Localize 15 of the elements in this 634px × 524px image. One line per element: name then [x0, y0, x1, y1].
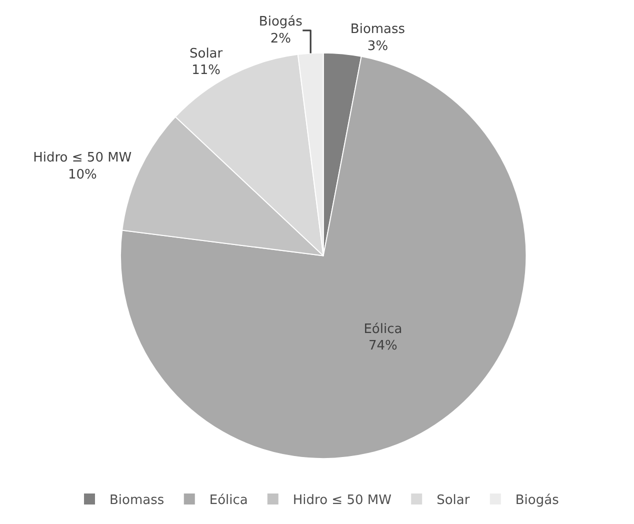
legend-label: Eólica	[209, 493, 248, 508]
data-label: 2%	[270, 31, 291, 46]
slice-label: Solar	[189, 46, 224, 62]
data-label: 3%	[367, 38, 388, 54]
legend-label: Solar	[436, 493, 470, 508]
slice-label: Biomass	[350, 22, 406, 37]
data-label: 11%	[192, 63, 221, 78]
slice-label: Biogás	[258, 14, 303, 30]
slice-label: Hidro ≤ 50 MW	[33, 150, 132, 166]
data-label: 10%	[68, 167, 97, 182]
legend-label: Biomass	[110, 493, 164, 508]
legend-label: Biogás	[515, 493, 560, 508]
legend-label: Hidro ≤ 50 MW	[292, 493, 392, 508]
slice-label: Eólica	[364, 322, 402, 337]
data-label: 74%	[368, 338, 398, 354]
